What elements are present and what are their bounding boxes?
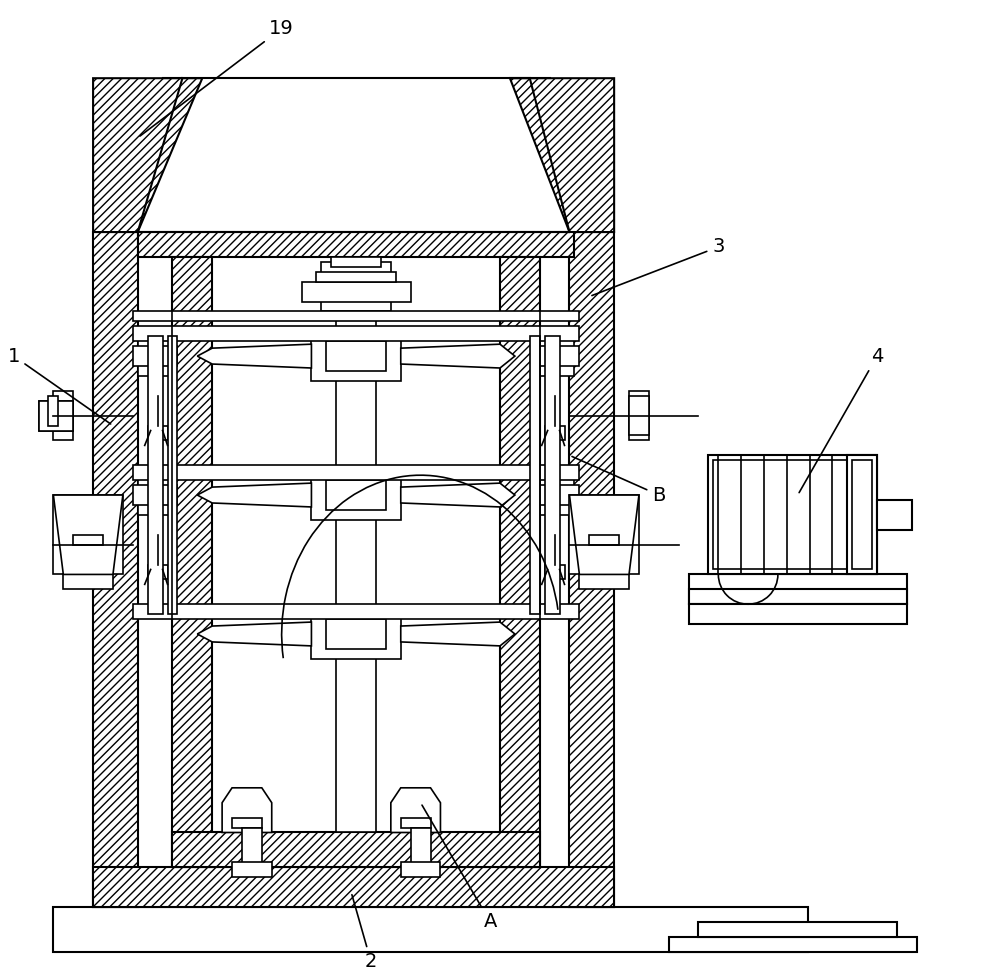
Bar — [242, 828, 262, 868]
Polygon shape — [197, 622, 311, 646]
Polygon shape — [222, 788, 272, 833]
Bar — [689, 590, 907, 604]
Polygon shape — [197, 345, 311, 368]
Bar — [545, 564, 565, 580]
Bar — [311, 470, 401, 520]
Bar — [63, 575, 113, 590]
Bar — [708, 456, 877, 575]
Bar — [535, 346, 579, 366]
Bar — [326, 480, 386, 509]
Bar — [629, 390, 649, 440]
Bar — [311, 331, 401, 381]
Text: 3: 3 — [592, 237, 725, 296]
Bar — [540, 475, 574, 515]
Bar — [847, 456, 877, 575]
Text: 19: 19 — [140, 20, 294, 136]
Polygon shape — [569, 495, 639, 575]
Bar — [689, 604, 907, 624]
Polygon shape — [93, 78, 202, 232]
Bar — [401, 862, 440, 877]
Bar — [569, 495, 639, 575]
Polygon shape — [39, 401, 73, 430]
Bar — [138, 232, 574, 257]
Bar — [93, 232, 138, 907]
Bar — [53, 495, 123, 575]
Bar — [629, 396, 649, 435]
Bar — [93, 868, 614, 907]
Bar — [172, 257, 212, 868]
Bar — [401, 818, 431, 828]
Bar — [39, 401, 73, 430]
Bar — [500, 257, 540, 868]
Bar — [689, 575, 907, 604]
Bar — [545, 337, 560, 614]
Bar — [545, 426, 565, 440]
Bar — [73, 535, 103, 545]
Bar — [133, 466, 579, 480]
Bar — [540, 337, 574, 376]
Text: A: A — [422, 805, 497, 931]
Polygon shape — [401, 345, 515, 368]
Polygon shape — [391, 788, 440, 833]
Bar — [713, 461, 872, 569]
Polygon shape — [510, 78, 614, 232]
Polygon shape — [401, 483, 515, 507]
Bar — [569, 232, 614, 907]
Bar — [530, 337, 540, 614]
Polygon shape — [401, 622, 515, 646]
Bar — [138, 475, 172, 515]
Bar — [133, 485, 177, 505]
Bar — [168, 337, 177, 614]
Bar — [326, 342, 386, 371]
Bar — [316, 271, 396, 282]
Bar — [232, 862, 272, 877]
Bar — [321, 262, 391, 287]
Bar — [133, 311, 579, 321]
Bar — [877, 500, 912, 530]
Bar — [411, 828, 431, 868]
Bar — [148, 337, 163, 614]
Text: B: B — [572, 457, 665, 505]
Bar — [302, 282, 411, 302]
Bar — [53, 390, 73, 440]
Bar — [321, 287, 391, 311]
Bar — [148, 426, 168, 440]
Text: 4: 4 — [799, 346, 883, 493]
Bar — [336, 266, 376, 833]
Bar — [331, 257, 381, 266]
Bar — [852, 461, 872, 569]
Bar — [232, 818, 262, 828]
Polygon shape — [53, 495, 123, 575]
Bar — [133, 346, 177, 366]
Bar — [311, 609, 401, 659]
Text: 2: 2 — [352, 895, 377, 971]
Bar — [48, 396, 58, 426]
Bar — [138, 337, 172, 376]
Bar — [669, 937, 917, 952]
Bar — [698, 921, 897, 937]
Bar — [589, 535, 619, 545]
Bar — [133, 326, 579, 342]
Bar — [172, 833, 540, 868]
Polygon shape — [197, 483, 311, 507]
Bar — [148, 564, 168, 580]
Bar — [133, 604, 579, 619]
Bar — [53, 907, 808, 952]
Bar — [326, 619, 386, 649]
Bar — [535, 485, 579, 505]
Text: 1: 1 — [8, 346, 111, 424]
Bar — [579, 575, 629, 590]
